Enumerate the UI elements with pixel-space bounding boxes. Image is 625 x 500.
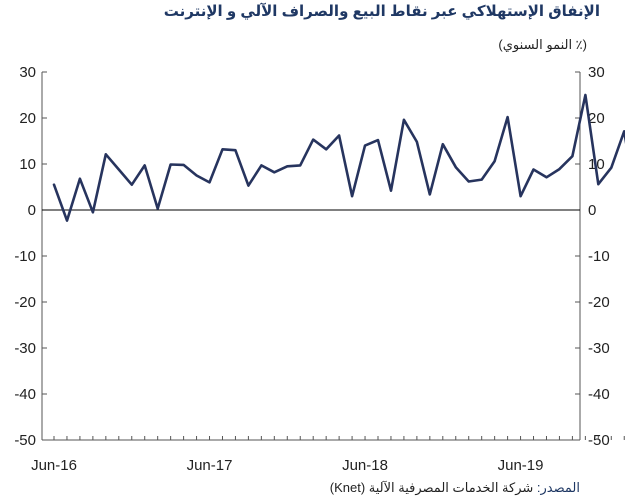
y-tick-label-left: 30 (19, 64, 36, 81)
data-point (169, 162, 173, 166)
data-point (324, 147, 328, 151)
data-point (519, 194, 523, 198)
data-point (454, 165, 458, 169)
data-point (311, 138, 315, 142)
data-point (285, 164, 289, 168)
series-line (52, 93, 625, 222)
data-point (195, 174, 199, 178)
y-tick-label-right: -50 (588, 432, 610, 449)
x-tick-label: Jun-16 (31, 457, 77, 474)
data-point (493, 159, 497, 163)
data-point (117, 168, 121, 172)
data-point (544, 175, 548, 179)
data-point (428, 192, 432, 196)
data-point (402, 118, 406, 122)
data-point (596, 182, 600, 186)
data-point (583, 93, 587, 97)
source-prefix: المصدر: (536, 480, 580, 495)
y-tick-label-left: -20 (14, 294, 36, 311)
y-tick-label-left: 20 (19, 110, 36, 127)
y-tick-label-left: -10 (14, 248, 36, 265)
y-tick-label-right: -20 (588, 294, 610, 311)
data-point (350, 194, 354, 198)
data-point (441, 142, 445, 146)
data-point (337, 133, 341, 137)
y-tick-label-left: -30 (14, 340, 36, 357)
data-point (557, 167, 561, 171)
data-point (376, 138, 380, 142)
y-tick-label-right: 0 (588, 202, 596, 219)
data-point (220, 147, 224, 151)
data-point (52, 183, 56, 187)
chart-title: الإنفاق الإستهلاكي عبر نقاط البيع والصرا… (163, 3, 600, 20)
y-tick-label-left: 10 (19, 156, 36, 173)
y-unit-label: (٪ النمو السنوي) (498, 37, 587, 52)
y-tick-label-right: 30 (588, 64, 605, 81)
data-point (506, 115, 510, 119)
data-point (91, 210, 95, 214)
x-tick-label: Jun-19 (498, 457, 544, 474)
data-point (532, 168, 536, 172)
y-tick-label-left: -50 (14, 432, 36, 449)
data-point (609, 166, 613, 170)
data-point (78, 177, 82, 181)
data-point (104, 152, 108, 156)
x-tick-label: Jun-17 (187, 457, 233, 474)
x-tick-label: Jun-18 (342, 457, 388, 474)
data-point (363, 144, 367, 148)
data-point (570, 154, 574, 158)
data-point (130, 183, 134, 187)
y-tick-label-right: -40 (588, 386, 610, 403)
y-tick-label-left: 0 (28, 202, 36, 219)
y-tick-label-right: -30 (588, 340, 610, 357)
data-point (389, 189, 393, 193)
data-point (480, 178, 484, 182)
source-text: شركة الخدمات المصرفية الآلية (Knet) (329, 480, 534, 495)
data-point (233, 148, 237, 152)
data-point (246, 184, 250, 188)
y-tick-label-right: -10 (588, 248, 610, 265)
data-point (156, 207, 160, 211)
data-point (259, 163, 263, 167)
data-point (298, 163, 302, 167)
data-point (415, 140, 419, 144)
data-point (467, 179, 471, 183)
y-tick-label-left: -40 (14, 386, 36, 403)
source-note: المصدر: شركة الخدمات المصرفية الآلية (Kn… (0, 480, 580, 496)
y-tick-label-right: 20 (588, 110, 605, 127)
data-point (208, 180, 212, 184)
data-point (272, 170, 276, 174)
data-point (143, 163, 147, 167)
data-point (182, 163, 186, 167)
data-point (65, 219, 69, 223)
